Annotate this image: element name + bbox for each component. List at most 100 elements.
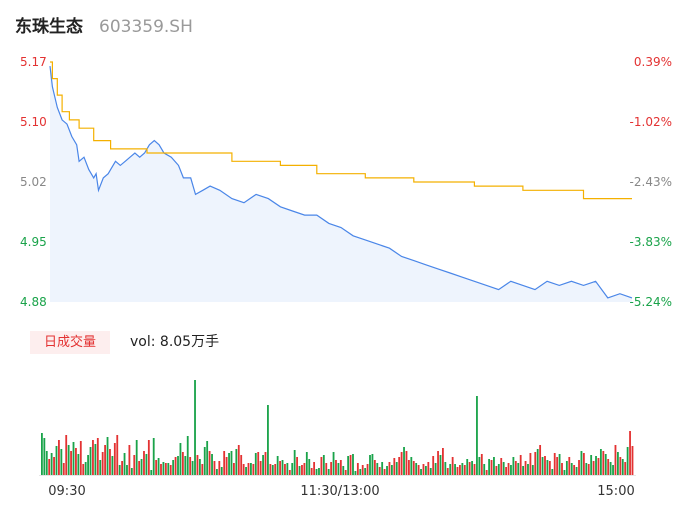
volume-bar — [284, 464, 286, 475]
y-right-tick-label: -1.02% — [630, 115, 672, 129]
volume-bar — [286, 463, 289, 475]
volume-bar — [522, 466, 525, 475]
volume-bar — [553, 453, 556, 475]
volume-bar — [62, 463, 65, 475]
volume-bar — [301, 465, 303, 475]
volume-bar — [128, 445, 131, 475]
volume-bar — [337, 463, 340, 475]
volume-bar — [519, 455, 522, 475]
stock-code: 603359.SH — [99, 17, 193, 37]
y-left-tick-label: 4.95 — [20, 235, 47, 249]
volume-bar — [208, 451, 211, 475]
volume-bar — [237, 445, 240, 475]
volume-bar — [101, 452, 104, 475]
volume-bar — [422, 464, 425, 475]
volume-bar — [276, 456, 279, 475]
volume-bar — [82, 464, 85, 475]
volume-bar — [245, 467, 247, 475]
volume-bar — [461, 463, 464, 475]
volume-bar — [189, 457, 192, 475]
volume-bar — [145, 454, 148, 475]
volume-bar — [556, 457, 559, 475]
volume-bar — [410, 457, 413, 475]
volume-bar — [407, 460, 410, 475]
volume-bar — [352, 454, 354, 475]
volume-bar — [198, 459, 201, 475]
volume-bar — [133, 455, 136, 475]
volume-bar — [585, 463, 588, 475]
volume-bar — [548, 461, 551, 475]
volume-bar — [369, 455, 371, 475]
volume-bar — [111, 456, 114, 475]
volume-bar — [529, 453, 532, 475]
volume-bar — [510, 465, 512, 475]
volume-bar — [327, 469, 330, 475]
volume-bar — [194, 380, 196, 475]
volume-bar — [320, 457, 323, 475]
volume-bar — [169, 465, 172, 475]
volume-bar — [160, 464, 162, 475]
volume-bar — [446, 468, 449, 475]
volume-bar — [561, 463, 563, 475]
volume-bar — [347, 456, 350, 475]
volume-bar — [621, 459, 624, 475]
volume-bar — [378, 467, 381, 475]
volume-bar — [313, 462, 316, 475]
volume-bar — [240, 455, 243, 475]
volume-bar — [330, 462, 333, 475]
volume-bar — [123, 453, 126, 475]
volume-bar — [288, 470, 291, 475]
volume-bar — [267, 405, 269, 475]
volume-bar — [531, 465, 534, 475]
volume-bar — [99, 460, 102, 475]
x-tick-label: 11:30/13:00 — [300, 484, 379, 499]
volume-bar — [551, 469, 554, 475]
volume-bar — [599, 449, 602, 475]
volume-bar — [580, 451, 583, 475]
volume-bar — [53, 457, 55, 475]
volume-bar — [184, 456, 187, 475]
volume-bar — [191, 461, 194, 475]
volume-bar — [121, 461, 124, 475]
volume-bar — [497, 464, 500, 475]
volume-bar — [454, 464, 456, 475]
volume-bar — [415, 463, 418, 475]
volume-bar — [502, 462, 505, 475]
volume-bar — [65, 435, 68, 475]
x-tick-label: 09:30 — [48, 484, 85, 499]
volume-bar — [373, 460, 376, 475]
y-left-tick-label: 5.17 — [20, 55, 47, 69]
volume-bar — [366, 464, 369, 475]
volume-bar — [604, 454, 607, 475]
volume-bar — [164, 463, 167, 475]
volume-bar — [113, 443, 116, 475]
volume-bar — [203, 447, 206, 475]
volume-bar — [147, 440, 150, 475]
volume-bar — [58, 440, 60, 475]
volume-bar — [55, 446, 58, 475]
volume-bar — [473, 464, 476, 475]
volume-bar — [143, 451, 145, 475]
volume-bar — [264, 452, 267, 475]
volume-bar — [629, 431, 631, 475]
volume-bar — [262, 455, 264, 475]
volume-bar — [493, 457, 495, 475]
price-chart: 5.17 5.10 5.02 4.95 4.88 0.39% -1.02% -2.43% -3.… — [20, 55, 672, 309]
volume-bar — [381, 462, 384, 475]
volume-bar — [43, 438, 46, 475]
y-left-tick-label: 5.10 — [20, 115, 47, 129]
volume-bar — [259, 461, 262, 475]
volume-bar — [155, 460, 158, 475]
volume-bar — [480, 454, 483, 475]
stock-name: 东珠生态 — [15, 17, 83, 37]
volume-bar — [215, 469, 218, 475]
volume-bar — [162, 462, 165, 475]
volume-bar — [325, 463, 328, 475]
volume-bar — [405, 451, 408, 475]
volume-bar — [609, 462, 612, 475]
volume-bar — [541, 457, 544, 475]
volume-bar — [157, 458, 160, 475]
x-tick-label: 15:00 — [597, 484, 634, 499]
volume-bar — [174, 457, 177, 475]
volume-bar — [225, 457, 228, 475]
